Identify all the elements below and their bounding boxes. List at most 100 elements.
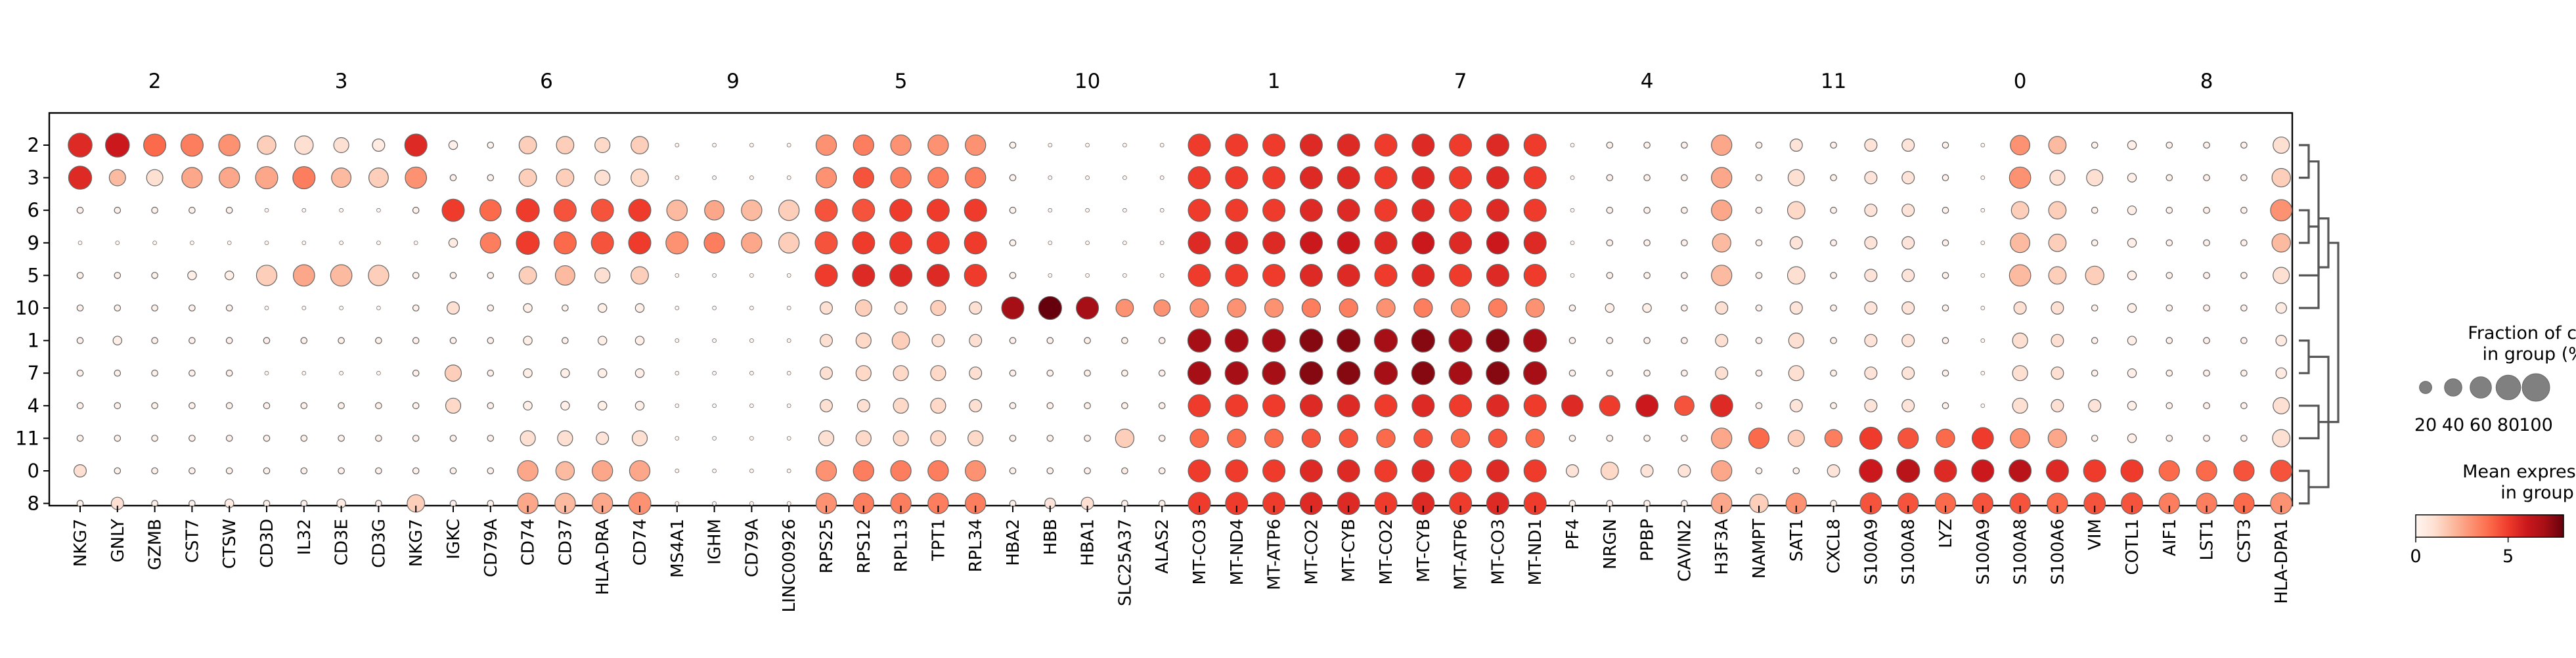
dot-point xyxy=(712,468,717,473)
dot-point xyxy=(1635,394,1659,418)
dot-point xyxy=(1525,298,1545,318)
dot-point xyxy=(1570,175,1575,180)
dot-point xyxy=(2045,459,2069,483)
size-legend-dot xyxy=(2419,381,2432,394)
dot-point xyxy=(1411,166,1435,190)
size-legend-label: 20 xyxy=(2414,415,2437,435)
dot-point xyxy=(786,370,791,376)
dot-point xyxy=(376,240,381,246)
group-label: 7 xyxy=(28,362,39,384)
gene-label: S100A9 xyxy=(1974,519,1993,584)
dot-point xyxy=(1299,231,1323,255)
dot-point xyxy=(412,435,420,442)
dot-point xyxy=(339,305,344,311)
dot-point xyxy=(1827,464,1840,477)
dot-point xyxy=(187,271,197,280)
dot-point xyxy=(1674,395,1695,416)
dot-point xyxy=(853,134,874,156)
dot-point xyxy=(1755,206,1763,214)
dot-point xyxy=(786,436,791,441)
dot-point xyxy=(2203,402,2210,410)
dot-point xyxy=(114,206,122,214)
dot-point xyxy=(1486,459,1509,483)
gene-label: HLA-DPA1 xyxy=(2272,519,2292,604)
dot-point xyxy=(853,167,874,188)
dot-point xyxy=(115,240,120,246)
dot-point xyxy=(1980,208,1986,213)
plot-frame xyxy=(48,112,2294,507)
dot-point xyxy=(926,231,950,255)
dot-point xyxy=(2272,429,2291,448)
dot-point xyxy=(891,331,910,350)
dot-point xyxy=(815,167,837,188)
dot-point xyxy=(1449,133,1473,157)
dot-point xyxy=(189,435,196,442)
group-label: 3 xyxy=(28,167,39,189)
dot-point xyxy=(1643,272,1651,279)
dot-point xyxy=(263,500,271,507)
dot-point xyxy=(1225,166,1249,190)
dot-point xyxy=(1411,328,1435,353)
gene-label: S100A8 xyxy=(2011,519,2031,584)
dot-point xyxy=(1009,141,1017,149)
dot-point xyxy=(1486,492,1509,515)
gene-label: NKG7 xyxy=(407,519,426,567)
dot-point xyxy=(518,136,537,154)
dot-point xyxy=(1122,273,1127,278)
dot-point xyxy=(338,402,345,410)
dot-point xyxy=(1189,298,1209,318)
gene-label: RPL34 xyxy=(966,519,986,572)
dot-point xyxy=(2240,369,2248,377)
dot-point xyxy=(1523,361,1547,385)
dot-point xyxy=(339,208,344,213)
dot-point xyxy=(741,200,763,221)
dot-point xyxy=(1374,492,1398,515)
dot-point xyxy=(2271,167,2291,188)
dot-point xyxy=(218,134,241,156)
dot-point xyxy=(1486,328,1510,353)
dot-point xyxy=(2165,337,2173,344)
dot-point xyxy=(1262,133,1286,157)
dot-point xyxy=(634,303,645,313)
dot-point xyxy=(339,370,344,376)
dot-point xyxy=(597,368,608,378)
dot-point xyxy=(1942,304,1949,312)
dot-point xyxy=(628,198,652,222)
dot-point xyxy=(412,206,420,214)
dot-point xyxy=(225,304,233,312)
dot-point xyxy=(263,467,271,475)
dot-point xyxy=(2165,402,2173,410)
dot-point xyxy=(1048,143,1053,148)
dot-point xyxy=(1901,139,1915,152)
dot-point xyxy=(2051,366,2064,380)
group-label: 6 xyxy=(28,199,39,221)
dot-point xyxy=(594,137,611,154)
dot-point xyxy=(1449,198,1473,222)
dot-point xyxy=(1942,206,1949,214)
dot-point xyxy=(76,206,84,214)
dot-point xyxy=(1337,492,1360,515)
dot-point xyxy=(2047,493,2068,514)
gene-label: IGKC xyxy=(444,519,464,559)
dot-point xyxy=(1901,334,1915,347)
dot-point xyxy=(2051,399,2064,412)
dot-point xyxy=(786,338,791,343)
dot-point xyxy=(675,370,680,376)
dot-point xyxy=(1606,239,1614,247)
dot-point xyxy=(1374,394,1398,418)
dot-point xyxy=(1523,394,1547,418)
dot-point xyxy=(634,401,645,411)
dot-point xyxy=(556,168,575,187)
dot-point xyxy=(2009,264,2032,287)
dot-point xyxy=(2240,337,2248,344)
dot-point xyxy=(1076,296,1099,320)
dot-point xyxy=(2240,402,2248,410)
dot-point xyxy=(1600,462,1619,480)
gene-group-labels: 2 3 6 9 5 10 1 7 4 11 0 8 xyxy=(148,70,2213,93)
dot-point xyxy=(1681,239,1688,247)
dot-point xyxy=(1830,174,1837,181)
dot-point xyxy=(2127,336,2137,345)
dot-point xyxy=(2196,493,2217,514)
dot-point xyxy=(518,266,537,285)
